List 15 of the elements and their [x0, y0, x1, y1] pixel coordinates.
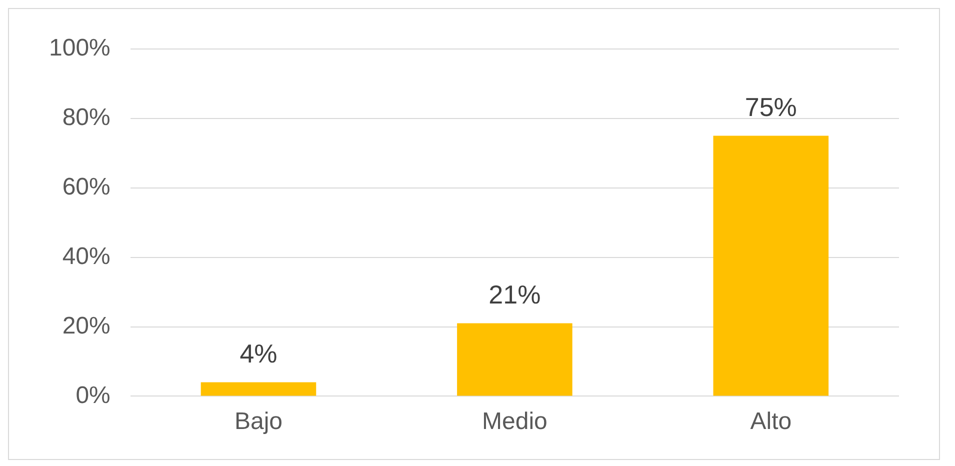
data-label: 4%: [240, 338, 278, 368]
bar: [713, 136, 829, 396]
y-tick-label: 80%: [62, 104, 110, 132]
x-tick-label: Alto: [750, 408, 792, 436]
y-tick-label: 20%: [62, 312, 110, 340]
x-tick-label: Bajo: [234, 408, 283, 436]
y-tick-label: 40%: [62, 242, 110, 270]
y-tick-label: 60%: [62, 174, 110, 201]
x-tick-label: Medio: [482, 408, 548, 436]
y-tick-label: 0%: [76, 382, 110, 409]
bar: [457, 323, 572, 396]
data-label: 75%: [744, 92, 797, 122]
y-tick-label: 100%: [48, 34, 110, 62]
bar: [200, 382, 316, 396]
data-label: 21%: [488, 279, 541, 310]
